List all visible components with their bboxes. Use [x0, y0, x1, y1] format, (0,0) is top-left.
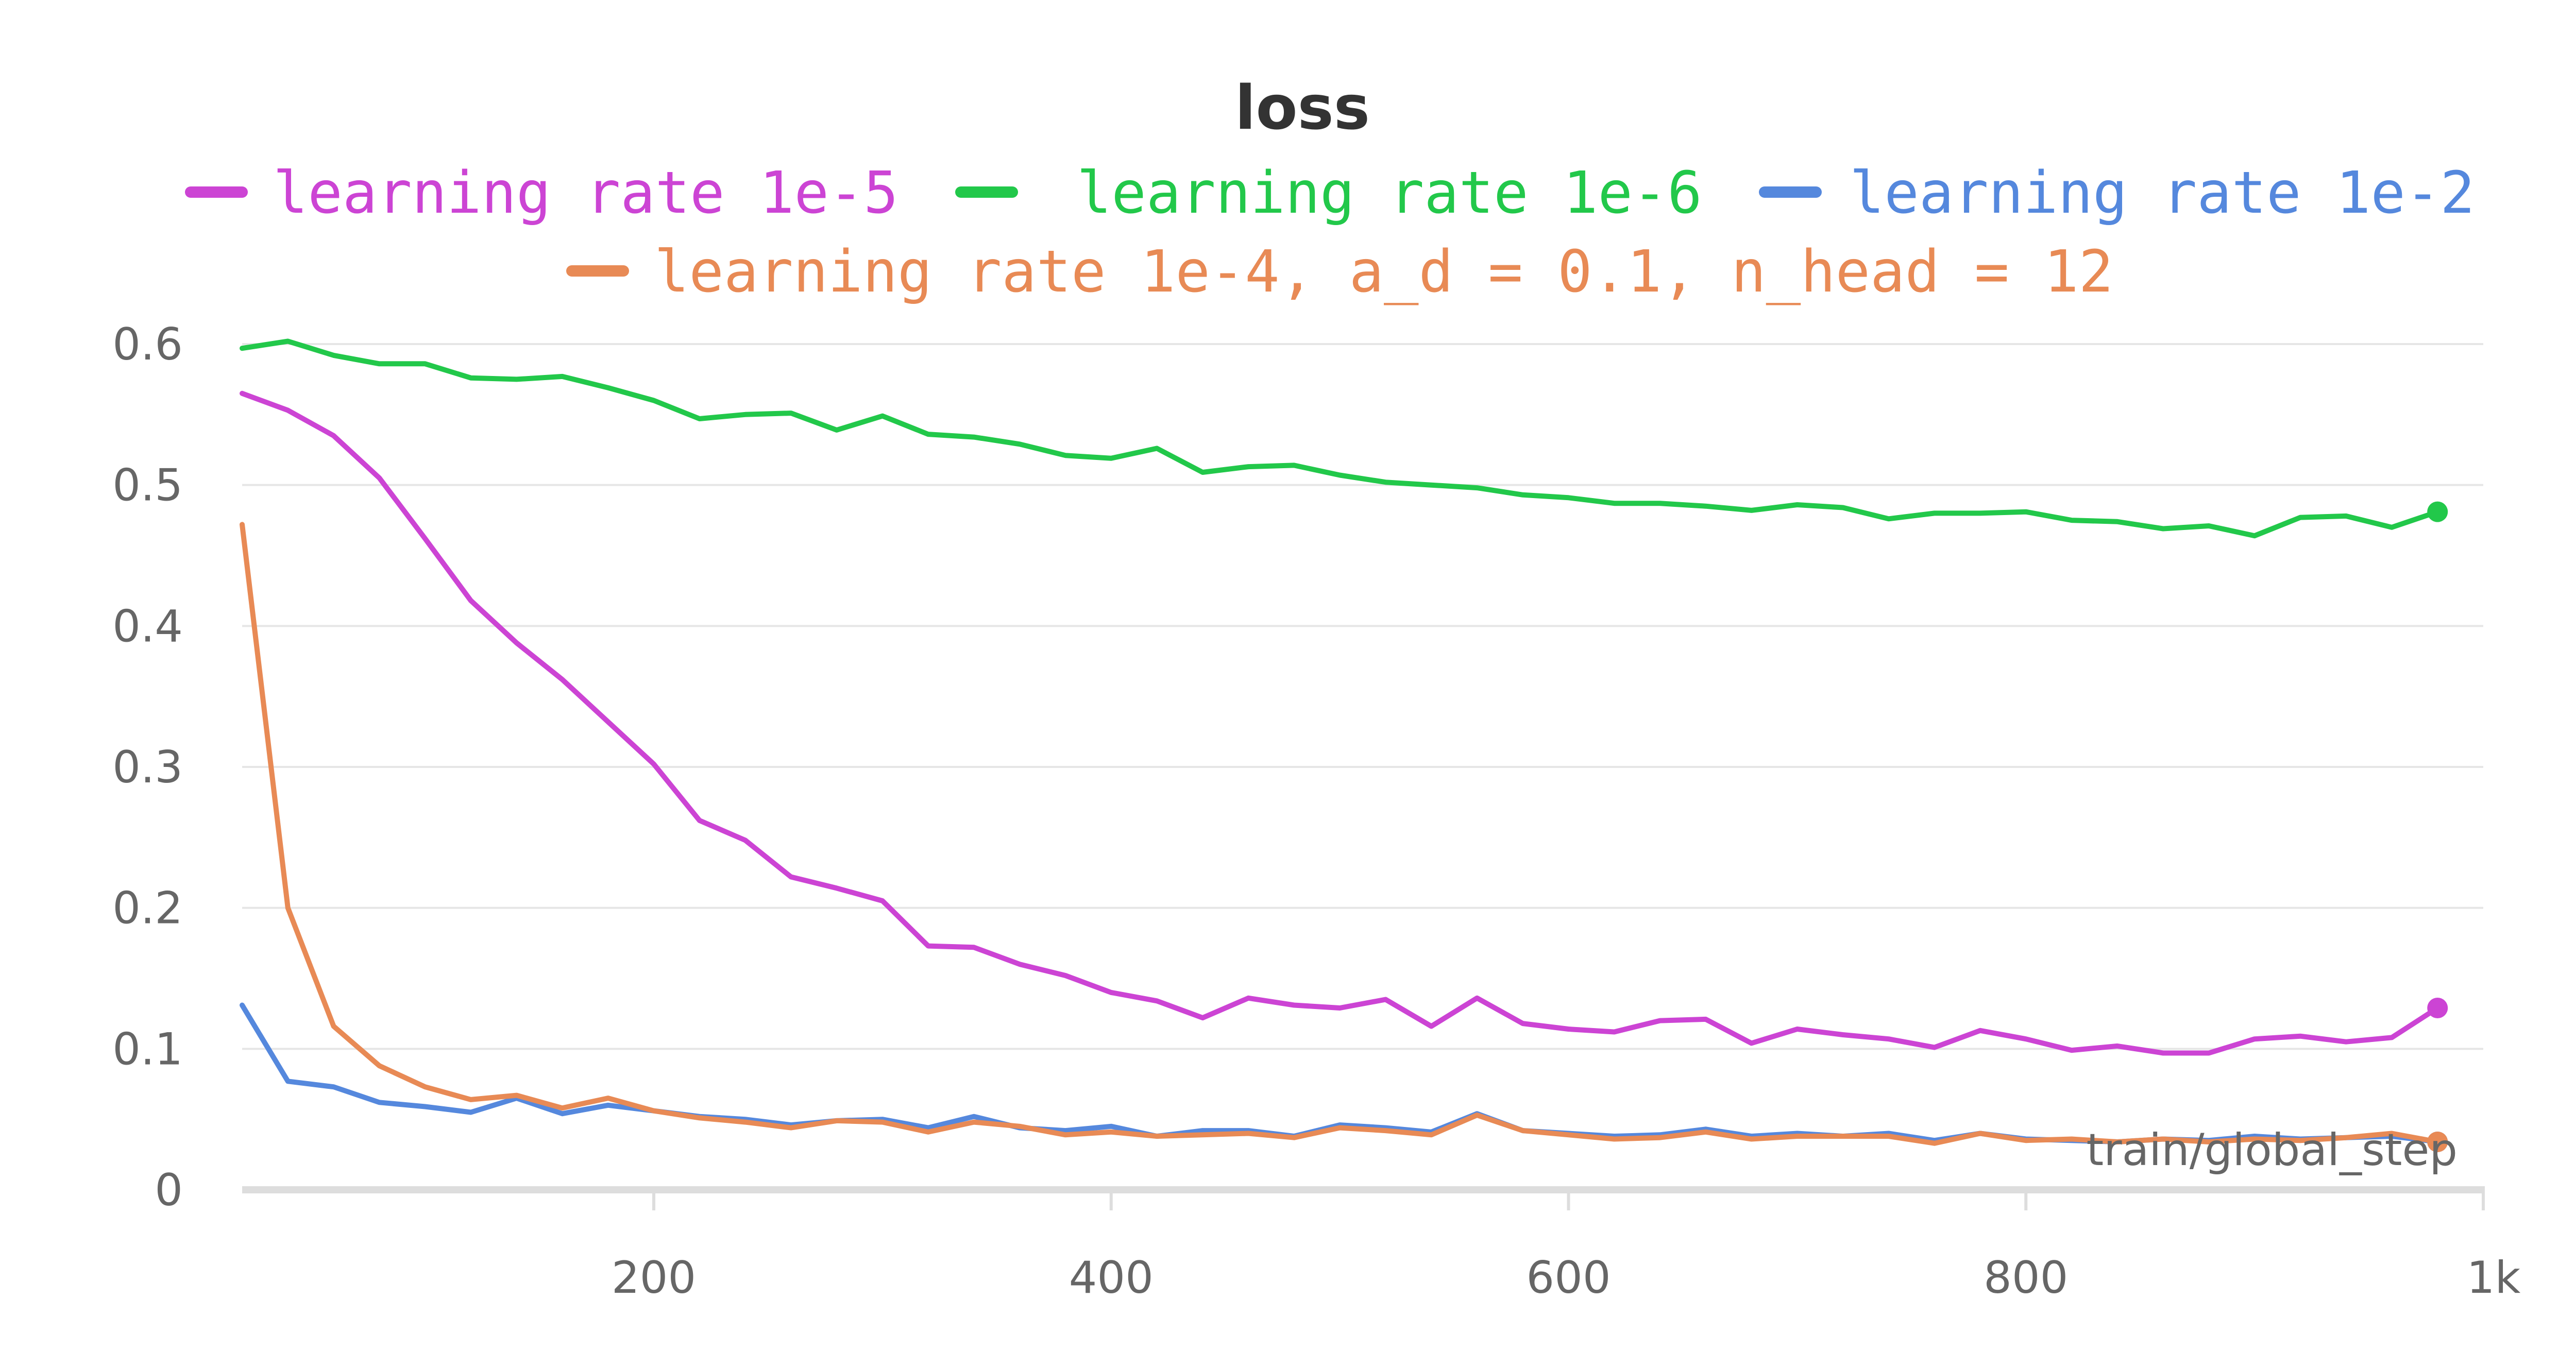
- y-tick-label: 0.2: [112, 883, 183, 934]
- x-tick-label: 800: [1984, 1252, 2068, 1304]
- x-axis-ticks: 200 400 600 800 1k: [612, 1186, 2521, 1304]
- y-tick-label: 0.4: [112, 601, 183, 652]
- x-tick-label: 200: [612, 1252, 696, 1304]
- series-line-2: [240, 338, 2441, 539]
- y-axis-ticks: 0 0.1 0.2 0.3 0.4 0.5 0.6: [112, 319, 183, 1216]
- series-end-point-4: [2427, 1131, 2448, 1152]
- y-tick-label: 0.6: [112, 319, 183, 370]
- gridlines: [242, 343, 2483, 1050]
- y-tick-label: 0.5: [112, 460, 183, 511]
- chart-title: loss: [1235, 72, 1370, 143]
- series-line-4: [240, 522, 2441, 1146]
- series-end-point-2: [2427, 501, 2448, 522]
- legend-label-4: learning rate 1e-4, a_d = 0.1, n_head = …: [654, 238, 2113, 305]
- x-tick-label: 400: [1069, 1252, 1154, 1304]
- y-tick-label: 0.1: [112, 1023, 183, 1075]
- x-axis-label: train/global_step: [2087, 1124, 2458, 1176]
- legend-label-2: learning rate 1e-6: [1077, 160, 1702, 227]
- x-tick-label: 600: [1526, 1252, 1611, 1304]
- legend-label-3: learning rate 1e-2: [1850, 160, 2475, 227]
- series-line-1: [240, 390, 2441, 1056]
- y-tick-label: 0: [155, 1165, 183, 1216]
- legend-label-1: learning rate 1e-5: [273, 160, 899, 227]
- series-group: [240, 338, 2448, 1152]
- series-line-3: [240, 1002, 2441, 1144]
- y-tick-label: 0.3: [112, 742, 183, 793]
- series-end-point-1: [2427, 997, 2448, 1018]
- x-tick-label: 1k: [2467, 1252, 2521, 1304]
- legend: learning rate 1e-5 learning rate 1e-6 lear…: [185, 160, 2475, 305]
